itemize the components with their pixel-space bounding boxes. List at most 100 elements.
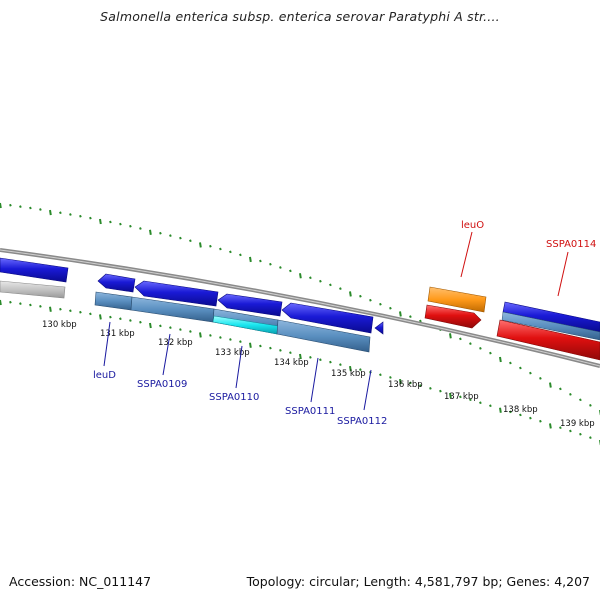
minor-tick [29, 303, 32, 307]
major-tick [149, 322, 152, 329]
minor-tick [509, 410, 512, 414]
major-tick [549, 423, 552, 429]
gene-leuO-orange[interactable] [427, 286, 487, 313]
minor-tick [519, 413, 522, 417]
tick-label: 130 kbp [42, 320, 77, 330]
gene-label-SSPA0109[interactable]: SSPA0109 [137, 379, 187, 390]
major-tick [149, 229, 152, 235]
gene-label-SSPA0112[interactable]: SSPA0112 [337, 416, 387, 427]
major-tick [99, 314, 102, 320]
gene-SSPA0112-arrow[interactable] [374, 321, 384, 335]
major-tick [399, 311, 402, 317]
minor-tick [369, 298, 372, 302]
gene-SSPA0114-blue[interactable] [501, 301, 600, 341]
gene-left-blue[interactable] [0, 257, 69, 283]
genome-map[interactable]: 130 kbp 131 kbp 132 kbp 133 kbp 134 kbp … [0, 0, 600, 560]
minor-tick [79, 310, 82, 314]
cds-SSPA0111[interactable] [276, 319, 371, 353]
minor-tick [209, 244, 212, 248]
gene-SSPA0111-arrow[interactable] [281, 302, 374, 334]
minor-tick [409, 315, 412, 319]
minor-tick [379, 373, 382, 377]
major-tick [349, 291, 352, 297]
minor-tick [359, 294, 362, 298]
minor-tick [509, 361, 512, 365]
minor-tick [529, 371, 532, 375]
minor-tick [259, 259, 262, 263]
minor-tick [329, 360, 332, 364]
major-tick [299, 353, 302, 360]
minor-tick [159, 231, 162, 235]
major-tick [49, 306, 52, 312]
gene-SSPA0110-arrow[interactable] [217, 293, 283, 317]
gene-label-leuD[interactable]: leuD [93, 370, 116, 381]
major-tick [399, 378, 402, 385]
cds-leuD[interactable] [94, 291, 133, 311]
major-tick [249, 256, 252, 263]
gene-leuD-arrow[interactable] [97, 273, 136, 293]
minor-tick [129, 319, 132, 322]
minor-tick [229, 338, 232, 341]
minor-tick [29, 206, 32, 210]
minor-tick [429, 386, 432, 390]
minor-tick [69, 213, 72, 216]
minor-tick [359, 368, 362, 372]
minor-tick [239, 253, 242, 257]
gene-SSPA0109-arrow[interactable] [134, 280, 219, 307]
major-tick [99, 218, 102, 225]
minor-tick [239, 340, 242, 344]
gene-label-SSPA0114[interactable]: SSPA0114 [546, 239, 596, 250]
major-tick [549, 382, 552, 388]
accession-text: Accession: NC_011147 [9, 574, 152, 589]
minor-tick [329, 283, 332, 287]
minor-tick [219, 336, 222, 339]
inner-tick-track [0, 299, 600, 446]
major-tick [199, 332, 202, 338]
topology-summary: Topology: circular; Length: 4,581,797 bp… [246, 574, 590, 589]
minor-tick [269, 346, 272, 350]
minor-tick [559, 387, 562, 391]
minor-tick [39, 304, 42, 308]
gene-label-SSPA0111[interactable]: SSPA0111 [285, 406, 335, 417]
minor-tick [9, 300, 12, 304]
gene-label-SSPA0110[interactable]: SSPA0110 [209, 392, 259, 403]
backbone-inner [0, 249, 600, 367]
minor-tick [539, 376, 542, 380]
minor-tick [69, 309, 72, 313]
minor-tick [479, 401, 482, 405]
major-tick [0, 202, 2, 209]
major-tick [199, 242, 202, 248]
gene-leuO-arrow[interactable] [424, 304, 482, 329]
label-leaders [103, 231, 569, 411]
minor-tick [459, 337, 462, 341]
gene-SSPA0114-red[interactable] [496, 319, 600, 361]
minor-tick [379, 302, 382, 306]
minor-tick [79, 214, 82, 218]
tick-label: 139 kbp [560, 419, 595, 429]
minor-tick [319, 358, 322, 362]
minor-tick [309, 276, 312, 280]
gene-label-leuO[interactable]: leuO [461, 220, 484, 231]
minor-tick [569, 429, 572, 433]
minor-tick [89, 216, 92, 220]
minor-tick [409, 381, 412, 385]
tick-label: 133 kbp [215, 348, 250, 358]
tick-label: 131 kbp [100, 329, 135, 339]
minor-tick [439, 389, 442, 393]
minor-tick [269, 262, 272, 266]
minor-tick [179, 328, 182, 331]
minor-tick [389, 306, 392, 310]
minor-tick [119, 317, 122, 321]
minor-tick [19, 302, 22, 305]
map-title: Salmonella enterica subsp. enterica sero… [100, 9, 500, 24]
major-tick [299, 273, 302, 279]
minor-tick [529, 416, 532, 420]
minor-tick [219, 247, 222, 251]
gene-left-grey[interactable] [0, 280, 66, 299]
minor-tick [339, 363, 342, 366]
minor-tick [89, 312, 92, 316]
minor-tick [289, 351, 292, 355]
major-tick [49, 209, 52, 216]
minor-tick [39, 208, 42, 211]
minor-tick [169, 326, 172, 330]
